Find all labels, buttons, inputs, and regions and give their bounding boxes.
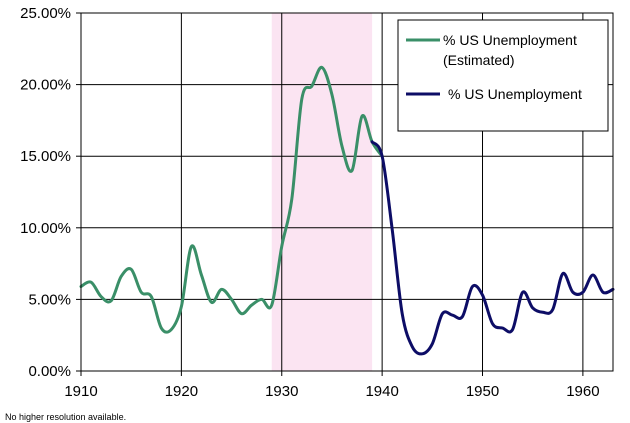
x-tick-label: 1950 [466, 383, 499, 400]
y-tick-label: 25.00% [20, 5, 71, 22]
x-tick-label: 1940 [365, 383, 398, 400]
series-line-official [370, 140, 615, 356]
series-line-estimated [79, 65, 384, 334]
y-tick-label: 0.00% [28, 363, 71, 380]
x-tick-label: 1960 [566, 383, 599, 400]
y-tick-label: 10.00% [20, 220, 71, 237]
y-tick-label: 15.00% [20, 148, 71, 165]
legend-label-estimated: (Estimated) [443, 52, 515, 68]
depression-shade [271, 13, 373, 371]
axes: 0.00% 5.00% 10.00% 15.00% 20.00% 25.00% 1910 19… [20, 5, 614, 400]
resolution-note: No higher resolution available. [5, 412, 127, 422]
legend-label-official: % US Unemployment [448, 86, 582, 102]
y-tick-label: 5.00% [28, 291, 71, 308]
x-tick-label: 1930 [265, 383, 298, 400]
shaded-period [271, 13, 373, 371]
x-tick-label: 1910 [64, 383, 97, 400]
y-tick-label: 20.00% [20, 77, 71, 94]
plot-frame [80, 12, 614, 372]
legend-label-estimated: % US Unemployment [443, 32, 577, 48]
x-tick-label: 1920 [165, 383, 198, 400]
legend: % US Unemployment (Estimated) % US Unemplo… [397, 19, 609, 132]
grid [80, 12, 613, 372]
series-lines [79, 65, 615, 356]
